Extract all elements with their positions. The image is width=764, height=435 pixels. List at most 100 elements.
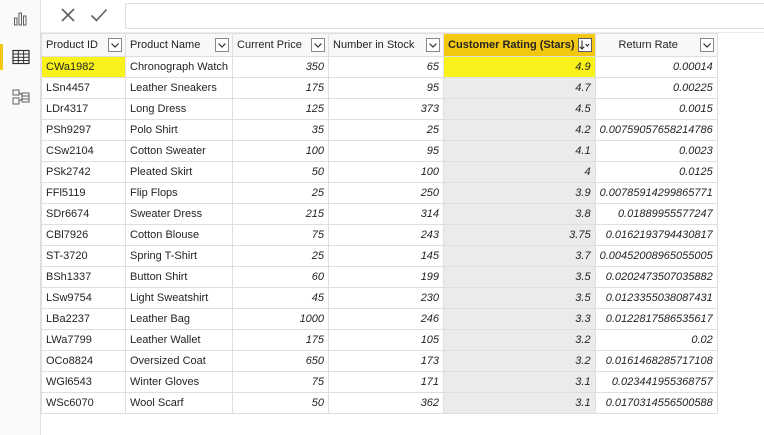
cell-product-name[interactable]: Leather Sneakers (124, 77, 234, 99)
column-header-product-name[interactable]: Product Name (124, 33, 234, 57)
table-row[interactable]: LDr4317 Long Dress 125 373 4.5 0.0015 (41, 98, 718, 120)
cell-current-price[interactable]: 50 (232, 392, 330, 414)
cell-return-rate[interactable]: 0.00225 (594, 77, 718, 99)
cell-return-rate[interactable]: 0.00759057658214786 (594, 119, 718, 141)
cell-customer-rating[interactable]: 3.5 (443, 287, 596, 309)
cell-current-price[interactable]: 50 (232, 161, 330, 183)
table-row[interactable]: SDr6674 Sweater Dress 215 314 3.8 0.018899555… (41, 203, 718, 225)
cell-customer-rating[interactable]: 3.2 (443, 350, 596, 372)
cell-current-price[interactable]: 75 (232, 371, 330, 393)
cell-number-in-stock[interactable]: 100 (328, 161, 445, 183)
cell-product-name[interactable]: Chronograph Watch (124, 56, 234, 78)
cell-return-rate[interactable]: 0.01889955577247 (594, 203, 718, 225)
cell-product-id[interactable]: LWa7799 (41, 329, 126, 351)
column-header-number-in-stock[interactable]: Number in Stock (328, 33, 445, 57)
cell-current-price[interactable]: 45 (232, 287, 330, 309)
filter-dropdown-button[interactable] (426, 38, 441, 52)
cell-product-id[interactable]: PSh9297 (41, 119, 126, 141)
cell-number-in-stock[interactable]: 314 (328, 203, 445, 225)
column-header-product-id[interactable]: Product ID (41, 33, 126, 57)
table-row[interactable]: BSh1337 Button Shirt 60 199 3.5 0.02024735070… (41, 266, 718, 288)
cell-product-name[interactable]: Polo Shirt (124, 119, 234, 141)
cell-customer-rating[interactable]: 3.2 (443, 329, 596, 351)
cell-customer-rating[interactable]: 4.1 (443, 140, 596, 162)
cell-product-name[interactable]: Light Sweatshirt (124, 287, 234, 309)
column-header-return-rate[interactable]: Return Rate (594, 33, 718, 57)
filter-dropdown-button[interactable] (699, 38, 714, 52)
cell-customer-rating[interactable]: 4.9 (443, 56, 596, 78)
cell-return-rate[interactable]: 0.0123355038087431 (594, 287, 718, 309)
table-row[interactable]: PSk2742 Pleated Skirt 50 100 4 0.0125 (41, 161, 718, 183)
cell-return-rate[interactable]: 0.00785914299865771 (594, 182, 718, 204)
cell-number-in-stock[interactable]: 199 (328, 266, 445, 288)
cell-product-name[interactable]: Sweater Dress (124, 203, 234, 225)
cell-product-name[interactable]: Wool Scarf (124, 392, 234, 414)
cell-customer-rating[interactable]: 3.1 (443, 371, 596, 393)
cell-return-rate[interactable]: 0.0161468285717108 (594, 350, 718, 372)
cell-customer-rating[interactable]: 4.7 (443, 77, 596, 99)
cell-customer-rating[interactable]: 3.7 (443, 245, 596, 267)
cell-customer-rating[interactable]: 3.1 (443, 392, 596, 414)
table-row[interactable]: LBa2237 Leather Bag 1000 246 3.3 0.0122817586… (41, 308, 718, 330)
cell-current-price[interactable]: 25 (232, 182, 330, 204)
cell-return-rate[interactable]: 0.0162193794430817 (594, 224, 718, 246)
table-row[interactable]: ST-3720 Spring T-Shirt 25 145 3.7 0.004520089… (41, 245, 718, 267)
cell-customer-rating[interactable]: 4.2 (443, 119, 596, 141)
cell-customer-rating[interactable]: 3.75 (443, 224, 596, 246)
report-view-button[interactable] (0, 0, 41, 38)
cell-return-rate[interactable]: 0.0202473507035882 (594, 266, 718, 288)
cell-product-id[interactable]: FFl5119 (41, 182, 126, 204)
cell-product-id[interactable]: ST-3720 (41, 245, 126, 267)
cell-product-name[interactable]: Spring T-Shirt (124, 245, 234, 267)
cell-number-in-stock[interactable]: 65 (328, 56, 445, 78)
cell-product-id[interactable]: CSw2104 (41, 140, 126, 162)
cell-number-in-stock[interactable]: 373 (328, 98, 445, 120)
cell-current-price[interactable]: 215 (232, 203, 330, 225)
cell-number-in-stock[interactable]: 362 (328, 392, 445, 414)
cell-current-price[interactable]: 1000 (232, 308, 330, 330)
cell-number-in-stock[interactable]: 95 (328, 140, 445, 162)
cell-product-name[interactable]: Long Dress (124, 98, 234, 120)
table-row[interactable]: LWa7799 Leather Wallet 175 105 3.2 0.02 (41, 329, 718, 351)
filter-dropdown-button[interactable] (108, 38, 122, 52)
cell-current-price[interactable]: 60 (232, 266, 330, 288)
cell-current-price[interactable]: 175 (232, 329, 330, 351)
cell-number-in-stock[interactable]: 250 (328, 182, 445, 204)
cell-return-rate[interactable]: 0.00014 (594, 56, 718, 78)
cell-customer-rating[interactable]: 4.5 (443, 98, 596, 120)
cell-return-rate[interactable]: 0.0023 (594, 140, 718, 162)
cell-return-rate[interactable]: 0.0170314556500588 (594, 392, 718, 414)
cell-customer-rating[interactable]: 3.9 (443, 182, 596, 204)
cell-return-rate[interactable]: 0.023441955368757 (594, 371, 718, 393)
cell-return-rate[interactable]: 0.0125 (594, 161, 718, 183)
cell-product-name[interactable]: Leather Wallet (124, 329, 234, 351)
cell-current-price[interactable]: 35 (232, 119, 330, 141)
cell-product-id[interactable]: CBl7926 (41, 224, 126, 246)
cell-current-price[interactable]: 175 (232, 77, 330, 99)
cell-current-price[interactable]: 350 (232, 56, 330, 78)
cell-product-name[interactable]: Leather Bag (124, 308, 234, 330)
cell-number-in-stock[interactable]: 243 (328, 224, 445, 246)
cell-product-name[interactable]: Winter Gloves (124, 371, 234, 393)
cell-current-price[interactable]: 75 (232, 224, 330, 246)
cell-product-name[interactable]: Cotton Sweater (124, 140, 234, 162)
cell-number-in-stock[interactable]: 95 (328, 77, 445, 99)
commit-edit-button[interactable] (84, 4, 114, 28)
cell-customer-rating[interactable]: 3.5 (443, 266, 596, 288)
cell-current-price[interactable]: 25 (232, 245, 330, 267)
cell-number-in-stock[interactable]: 173 (328, 350, 445, 372)
cell-product-id[interactable]: LBa2237 (41, 308, 126, 330)
table-row[interactable]: LSw9754 Light Sweatshirt 45 230 3.5 0.0123355… (41, 287, 718, 309)
cell-product-name[interactable]: Flip Flops (124, 182, 234, 204)
cell-product-id[interactable]: CWa1982 (41, 56, 126, 78)
table-row[interactable]: FFl5119 Flip Flops 25 250 3.9 0.0078591429986… (41, 182, 718, 204)
cell-number-in-stock[interactable]: 145 (328, 245, 445, 267)
cell-return-rate[interactable]: 0.0015 (594, 98, 718, 120)
cell-product-name[interactable]: Pleated Skirt (124, 161, 234, 183)
cell-product-id[interactable]: WGl6543 (41, 371, 126, 393)
cell-return-rate[interactable]: 0.00452008965055005 (594, 245, 718, 267)
cancel-edit-button[interactable] (53, 4, 83, 28)
cell-product-name[interactable]: Cotton Blouse (124, 224, 234, 246)
cell-number-in-stock[interactable]: 105 (328, 329, 445, 351)
model-view-button[interactable] (0, 78, 41, 116)
